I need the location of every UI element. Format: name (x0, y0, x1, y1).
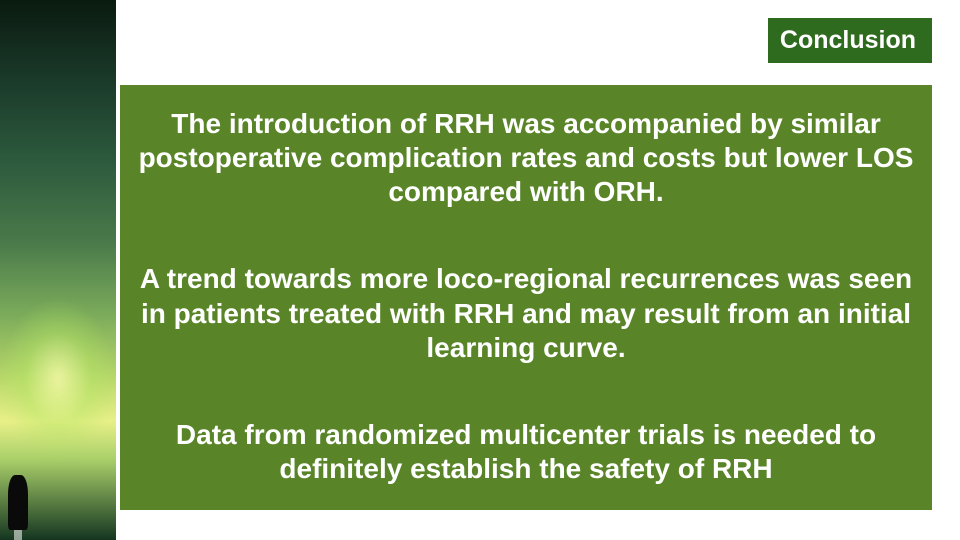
aurora-sidebar-image (0, 0, 116, 540)
slide: Conclusion The introduction of RRH was a… (0, 0, 960, 540)
conclusion-paragraph-1: The introduction of RRH was accompanied … (138, 107, 914, 209)
conclusion-paragraph-3: Data from randomized multicenter trials … (138, 418, 914, 486)
section-tag-conclusion: Conclusion (768, 18, 932, 63)
conclusion-paragraph-2: A trend towards more loco-regional recur… (138, 262, 914, 364)
conclusion-content-box: The introduction of RRH was accompanied … (120, 85, 932, 510)
